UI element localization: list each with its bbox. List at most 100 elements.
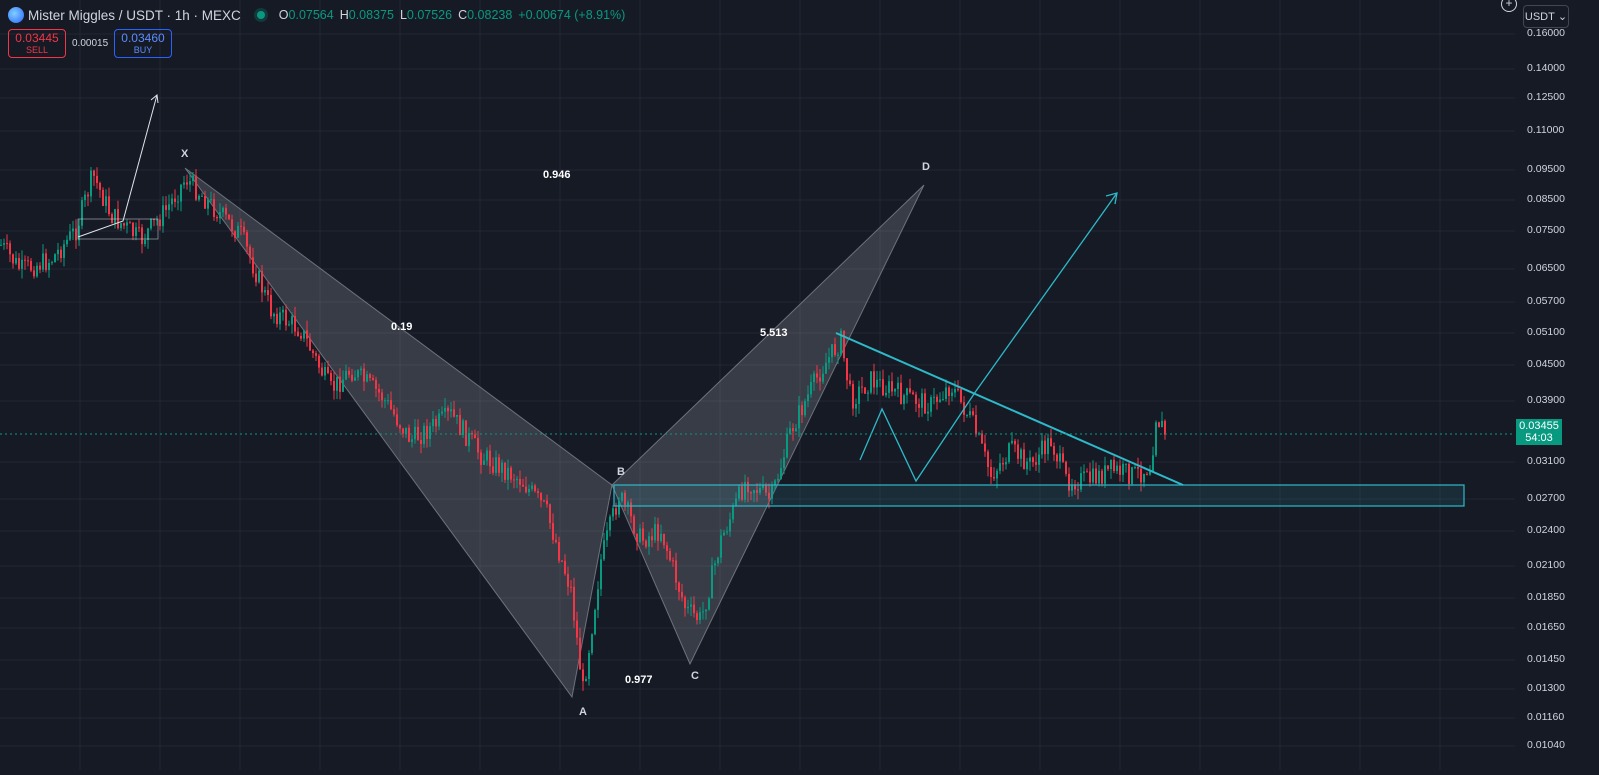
candle-body [324,367,326,376]
candle-body [810,382,812,395]
candle-body [969,411,971,415]
candle-body [174,198,176,202]
candle-body [528,488,530,493]
candle-body [1155,422,1157,456]
candle-body [594,609,596,635]
candle-body [921,393,923,408]
candle-body [576,620,578,638]
candle-body [165,205,167,210]
candle-body [183,182,185,185]
candle-body [1017,444,1019,459]
candle-body [87,194,89,197]
candle-body [927,411,929,414]
candle-body [120,223,122,229]
currency-selector[interactable]: USDT ⌄ [1523,5,1569,28]
candle-body [189,181,191,185]
price-axis-label: 0.12500 [1527,91,1565,103]
candle-body [393,409,395,415]
candle-body [96,175,98,183]
open-value: 0.07564 [288,8,334,22]
candle-body [525,486,527,493]
candle-body [540,493,542,501]
candle-body [294,316,296,332]
candle-body [12,254,14,264]
candle-body [996,470,998,479]
candle-body [384,400,386,402]
candle-body [453,409,455,417]
candle-body [444,407,446,412]
candle-body [342,379,344,392]
candle-body [474,434,476,439]
candle-body [162,205,164,227]
candle-body [570,586,572,588]
candle-body [18,257,20,269]
candle-body [102,189,104,206]
price-axis-label: 0.02100 [1527,559,1565,571]
candle-body [1068,473,1070,491]
ratio-xb: 0.19 [391,321,413,333]
candle-body [735,498,737,506]
candle-body [1122,463,1124,475]
candle-body [498,457,500,473]
add-plus-icon[interactable]: + [1501,0,1517,12]
candle-body [879,379,881,381]
candle-body [489,450,491,467]
candle-body [72,228,74,232]
candle-body [108,196,110,215]
candle-body [771,485,773,499]
candle-body [867,392,869,394]
currency-label: USDT [1524,10,1555,23]
candle-body [603,540,605,560]
candle-body [129,222,131,224]
candle-body [300,336,302,339]
candle-body [1101,470,1103,484]
candle-body [318,355,320,368]
candle-body [132,222,134,237]
price-axis-label: 0.03100 [1527,455,1565,467]
candle-body [600,559,602,590]
candle-body [960,389,962,403]
candle-body [567,573,569,587]
candle-body [795,428,797,432]
candle-body [753,490,755,494]
candle-body [825,362,827,374]
candle-body [684,597,686,609]
candle-body [951,392,953,396]
sell-button[interactable]: 0.03445 SELL [8,29,66,58]
candle-body [222,207,224,213]
candle-body [672,560,674,562]
candle-body [726,531,728,533]
candle-body [51,262,53,264]
candle-body [387,400,389,402]
candle-body [315,353,317,356]
candle-body [1107,465,1109,470]
candle-body [948,387,950,396]
candle-body [24,259,26,261]
symbol-title[interactable]: Mister Miggles / USDT · 1h · MEXC [28,7,241,23]
candle-body [285,309,287,326]
candle-body [798,405,800,429]
buy-button[interactable]: 0.03460 BUY [114,29,172,58]
candle-body [693,604,695,614]
candle-body [516,478,518,481]
candle-body [330,373,332,381]
candle-body [291,316,293,325]
candle-body [1164,420,1166,435]
candle-body [786,433,788,458]
candle-body [213,199,215,217]
candle-body [456,414,458,417]
candle-body [978,433,980,435]
candle-body [522,484,524,487]
candle-body [432,418,434,427]
candle-body [1038,454,1040,465]
candle-body [765,484,767,493]
candle-body [609,516,611,531]
candle-body [708,598,710,610]
candle-body [15,257,17,264]
candle-body [903,395,905,404]
candle-body [924,393,926,414]
candle-body [813,373,815,383]
candle-body [750,492,752,494]
